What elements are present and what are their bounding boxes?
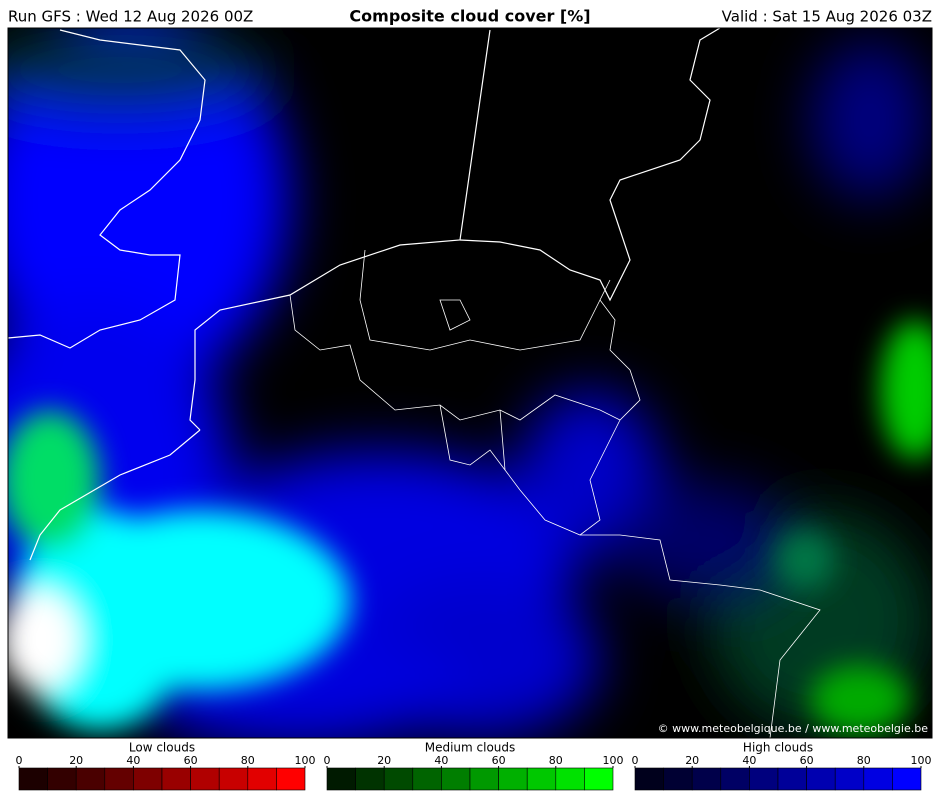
legend-swatch	[806, 767, 836, 791]
legend-tick-label: 40	[742, 754, 756, 767]
legend-swatch	[834, 767, 865, 791]
run-label: Run GFS : Wed 12 Aug 2026 00Z	[8, 8, 253, 26]
legend-tick-label: 80	[549, 754, 563, 767]
legend-swatch	[584, 767, 614, 791]
legend-swatch	[276, 767, 306, 791]
legend-swatch	[326, 767, 356, 791]
map: © www.meteobelgique.be / www.meteobelgie…	[8, 28, 932, 738]
borders	[289, 249, 821, 738]
valid-label: Valid : Sat 15 Aug 2026 03Z	[722, 8, 932, 26]
legend-title: Medium clouds	[425, 741, 516, 755]
legend-swatch	[355, 767, 385, 791]
legend-tick-label: 80	[857, 754, 871, 767]
legends: Low clouds 0 20 40 60 80 100 Medium clouds 0 20 40…	[16, 741, 932, 791]
legend-swatch	[441, 767, 471, 791]
legend-swatch	[526, 767, 557, 791]
legend-tick-label: 20	[377, 754, 391, 767]
legend-swatch	[218, 767, 249, 791]
legend-tick-label: 60	[184, 754, 198, 767]
legend-tick-label: 60	[800, 754, 814, 767]
legend-swatch	[498, 767, 528, 791]
legend-tick-label: 40	[434, 754, 448, 767]
legend-swatch	[133, 767, 163, 791]
legend-tick-label: 60	[492, 754, 506, 767]
map-frame	[7, 27, 933, 739]
legend-swatch	[161, 767, 191, 791]
legend-swatch	[247, 767, 277, 791]
cloud-field-core	[8, 320, 932, 735]
legend-swatch	[749, 767, 779, 791]
legend-swatch	[469, 767, 499, 791]
legend-tick-label: 100	[911, 754, 932, 767]
legend-swatch	[190, 767, 220, 791]
legend-swatch	[863, 767, 893, 791]
legend-tick-label: 20	[685, 754, 699, 767]
legend-tick-label: 0	[632, 754, 639, 767]
coastlines	[8, 28, 721, 561]
legend-swatch	[634, 767, 664, 791]
legend-tick-label: 80	[241, 754, 255, 767]
legend-swatch	[383, 767, 414, 791]
legend-swatch	[555, 767, 585, 791]
legend-swatch	[691, 767, 722, 791]
legend-title: Low clouds	[129, 741, 195, 755]
credit: © www.meteobelgique.be / www.meteobelgie…	[658, 722, 929, 735]
legend-swatch	[720, 767, 750, 791]
legend-tick-label: 100	[603, 754, 624, 767]
legend-swatch	[777, 767, 807, 791]
legend-swatch	[18, 767, 48, 791]
legend-tick-label: 40	[126, 754, 140, 767]
legend-swatch	[75, 767, 106, 791]
legend-title: High clouds	[743, 741, 813, 755]
legend-swatch	[104, 767, 134, 791]
legend-swatch	[412, 767, 442, 791]
legend-tick-label: 20	[69, 754, 83, 767]
legend-tick-label: 0	[324, 754, 331, 767]
legend-swatch	[663, 767, 693, 791]
legend-tick-label: 0	[16, 754, 23, 767]
legend-tick-label: 100	[295, 754, 316, 767]
map-title: Composite cloud cover [%]	[349, 7, 590, 26]
legend-swatch	[892, 767, 922, 791]
legend-swatch	[47, 767, 77, 791]
